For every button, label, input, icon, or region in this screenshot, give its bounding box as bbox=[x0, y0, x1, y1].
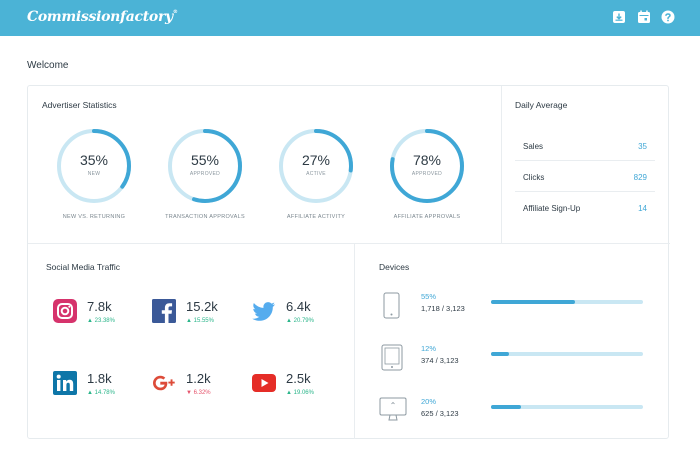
divider bbox=[515, 191, 655, 192]
social-media-traffic-title: Social Media Traffic bbox=[46, 262, 121, 272]
logo-text: Commissionfactory bbox=[27, 9, 173, 25]
gauge-arc bbox=[57, 129, 131, 203]
calendar-icon[interactable] bbox=[637, 10, 651, 24]
device-percent: 55% bbox=[421, 292, 437, 301]
devices-title: Devices bbox=[379, 262, 410, 272]
social-facebook: 15.2k ▲ 15.55% bbox=[152, 299, 252, 329]
social-change: ▲ 15.55% bbox=[186, 318, 214, 324]
device-desktop: 20% 625 / 3,123 bbox=[379, 397, 669, 427]
google-plus-icon bbox=[153, 375, 175, 391]
daily-average-list: Sales 35 Clicks 829 Affiliate Sign-Up 14 bbox=[515, 142, 655, 242]
daily-average-label: Clicks bbox=[523, 173, 545, 182]
device-mobile: 55% 1,718 / 3,123 bbox=[379, 292, 669, 322]
gauge-caption: AFFILIATE ACTIVITY bbox=[286, 214, 346, 220]
twitter-icon bbox=[252, 302, 275, 321]
gauge-value: 35% bbox=[79, 152, 109, 168]
device-percent: 20% bbox=[421, 397, 437, 406]
gauge-caption: TRANSACTION APPROVALS bbox=[165, 214, 245, 220]
social-value: 1.8k bbox=[87, 371, 112, 386]
mobile-phone-icon bbox=[383, 292, 400, 319]
divider bbox=[354, 243, 355, 439]
youtube-icon bbox=[252, 374, 276, 392]
device-progress-track bbox=[491, 405, 643, 409]
gauge-ring bbox=[57, 129, 131, 203]
social-change: ▲ 23.38% bbox=[87, 318, 115, 324]
dashboard-card: Advertiser Statistics 35% NEW NEW VS. RE… bbox=[27, 85, 670, 439]
tablet-icon bbox=[381, 344, 403, 371]
gauge-arc bbox=[390, 129, 464, 203]
logo-mark: ® bbox=[172, 9, 178, 15]
social-instagram: 7.8k ▲ 23.38% bbox=[53, 299, 153, 329]
gauge-sublabel: NEW bbox=[87, 171, 101, 177]
device-percent: 12% bbox=[421, 344, 437, 353]
daily-average-value: 35 bbox=[638, 142, 647, 151]
gauge-value: 27% bbox=[301, 152, 331, 168]
gauge-ring bbox=[168, 129, 242, 203]
divider bbox=[515, 160, 655, 161]
facebook-icon bbox=[152, 299, 176, 323]
social-value: 2.5k bbox=[286, 371, 311, 386]
daily-average-title: Daily Average bbox=[515, 100, 568, 110]
social-twitter: 6.4k ▲ 20.79% bbox=[252, 299, 352, 329]
download-icon[interactable] bbox=[612, 10, 626, 24]
device-progress-fill bbox=[491, 405, 522, 409]
device-tablet: 12% 374 / 3,123 bbox=[379, 344, 669, 374]
daily-average-value: 14 bbox=[638, 204, 647, 213]
gauge-value: 55% bbox=[190, 152, 220, 168]
daily-average-row-clicks: Clicks 829 bbox=[523, 173, 647, 203]
gauge-sublabel: APPROVED bbox=[411, 171, 443, 177]
gauge-caption: NEW VS. RETURNING bbox=[62, 214, 126, 220]
gauge-sublabel: ACTIVE bbox=[306, 171, 326, 177]
social-change: ▲ 14.78% bbox=[87, 390, 115, 396]
social-value: 15.2k bbox=[186, 299, 218, 314]
gauge-sublabel: APPROVED bbox=[189, 171, 221, 177]
gauge-ring bbox=[279, 129, 353, 203]
device-progress-track bbox=[491, 352, 643, 356]
social-change: ▲ 19.06% bbox=[286, 390, 314, 396]
social-google-plus: 1.2k ▼ 6.32% bbox=[152, 371, 252, 401]
daily-average-row-sales: Sales 35 bbox=[523, 142, 647, 172]
advertiser-statistics-title: Advertiser Statistics bbox=[42, 100, 117, 110]
daily-average-label: Sales bbox=[523, 142, 544, 151]
top-bar: Commissionfactory® bbox=[0, 0, 700, 36]
divider bbox=[501, 86, 502, 243]
device-count: 625 / 3,123 bbox=[421, 409, 459, 418]
social-linkedin: 1.8k ▲ 14.78% bbox=[53, 371, 153, 401]
gauge-value: 78% bbox=[412, 152, 442, 168]
instagram-icon bbox=[53, 299, 77, 323]
daily-average-value: 829 bbox=[633, 173, 647, 182]
desktop-monitor-icon bbox=[379, 397, 407, 421]
welcome-heading: Welcome bbox=[27, 60, 69, 71]
social-value: 7.8k bbox=[87, 299, 112, 314]
social-youtube: 2.5k ▲ 19.06% bbox=[252, 371, 352, 401]
device-progress-fill bbox=[491, 352, 510, 356]
social-value: 6.4k bbox=[286, 299, 311, 314]
daily-average-label: Affiliate Sign-Up bbox=[523, 204, 581, 213]
gauge-arc bbox=[168, 129, 242, 203]
device-progress-track bbox=[491, 300, 643, 304]
help-icon[interactable] bbox=[661, 10, 675, 24]
device-count: 1,718 / 3,123 bbox=[421, 304, 465, 313]
gauge-ring bbox=[390, 129, 464, 203]
gauge-caption: AFFILIATE APPROVALS bbox=[393, 214, 461, 220]
device-count: 374 / 3,123 bbox=[421, 356, 459, 365]
daily-average-row-affiliate-sign-up: Affiliate Sign-Up 14 bbox=[523, 204, 647, 234]
social-change: ▲ 20.79% bbox=[286, 318, 314, 324]
social-change: ▼ 6.32% bbox=[186, 390, 211, 396]
linkedin-icon bbox=[53, 371, 77, 395]
divider bbox=[28, 243, 670, 244]
device-progress-fill bbox=[491, 300, 575, 304]
gauge-arc bbox=[279, 129, 353, 203]
logo[interactable]: Commissionfactory® bbox=[27, 9, 178, 25]
social-value: 1.2k bbox=[186, 371, 211, 386]
